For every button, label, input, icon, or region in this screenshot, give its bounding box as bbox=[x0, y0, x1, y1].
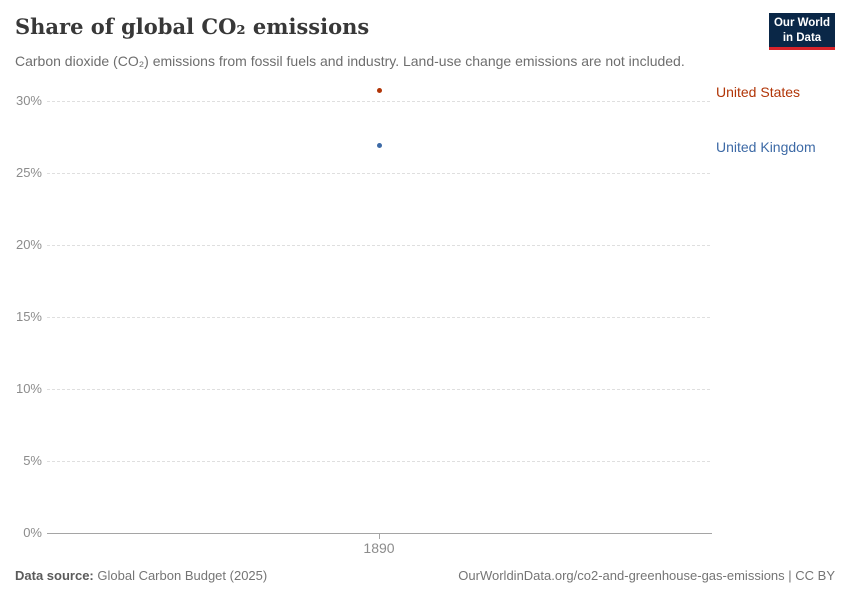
x-axis-tick bbox=[379, 533, 380, 539]
y-axis-tick-label: 30% bbox=[15, 93, 42, 108]
series-label-united-states[interactable]: United States bbox=[716, 83, 801, 100]
data-point-united-kingdom[interactable] bbox=[376, 143, 382, 149]
y-axis-tick-label: 0% bbox=[23, 525, 42, 540]
x-axis-tick-label: 1890 bbox=[363, 540, 395, 556]
y-axis-tick-label: 25% bbox=[15, 165, 42, 180]
y-axis-tick-label: 15% bbox=[15, 309, 42, 324]
y-gridline bbox=[47, 461, 710, 462]
chart-subtitle: Carbon dioxide (CO₂) emissions from foss… bbox=[15, 53, 685, 69]
data-source-label: Data source: bbox=[15, 568, 94, 583]
owid-logo-line1: Our World bbox=[773, 17, 830, 29]
owid-logo-line2: in Data bbox=[782, 32, 822, 44]
y-gridline bbox=[47, 389, 710, 390]
y-gridline bbox=[47, 317, 710, 318]
chart-title: Share of global CO₂ emissions bbox=[15, 14, 370, 39]
y-axis-tick-label: 10% bbox=[15, 381, 42, 396]
data-source-note[interactable]: Data source: Global Carbon Budget (2025) bbox=[15, 568, 267, 583]
y-axis-tick-label: 5% bbox=[23, 453, 42, 468]
y-gridline bbox=[47, 245, 710, 246]
series-label-united-kingdom[interactable]: United Kingdom bbox=[716, 138, 816, 155]
owid-logo[interactable]: Our World in Data bbox=[769, 13, 835, 50]
data-source-value: Global Carbon Budget (2025) bbox=[97, 568, 268, 583]
y-gridline bbox=[47, 101, 710, 102]
data-point-united-states[interactable] bbox=[376, 88, 382, 94]
y-axis-tick-label: 20% bbox=[15, 237, 42, 252]
chart-footer: Data source: Global Carbon Budget (2025)… bbox=[15, 568, 835, 583]
footer-citation-link[interactable]: OurWorldinData.org/co2-and-greenhouse-ga… bbox=[458, 568, 835, 583]
y-gridline bbox=[47, 173, 710, 174]
